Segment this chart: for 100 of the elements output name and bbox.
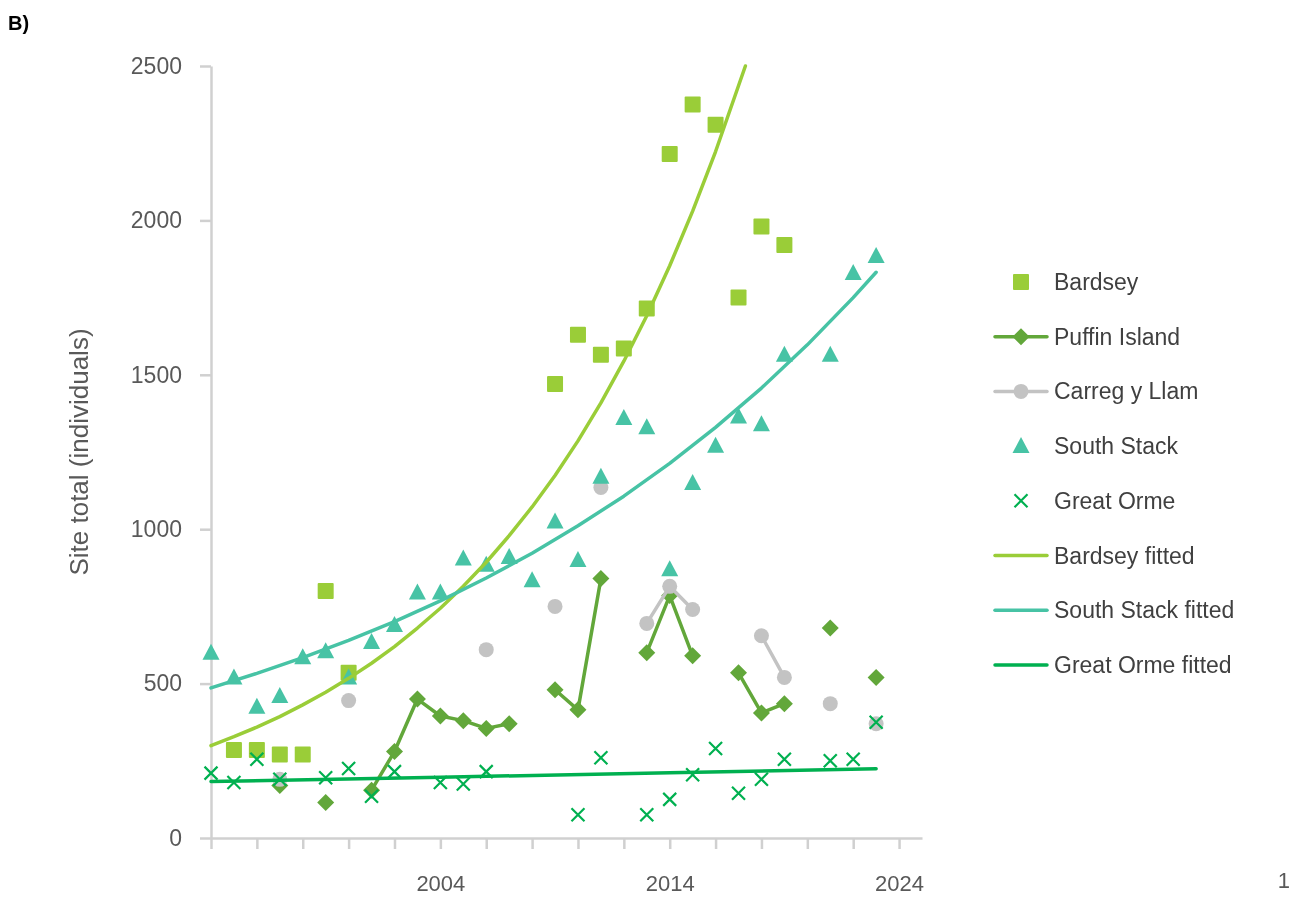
point bbox=[684, 647, 702, 665]
point bbox=[569, 701, 587, 719]
point bbox=[638, 644, 656, 662]
y-tick-label: 2000 bbox=[130, 207, 182, 234]
point bbox=[685, 767, 701, 783]
point bbox=[317, 793, 335, 811]
point bbox=[684, 96, 701, 113]
point bbox=[730, 407, 748, 424]
y-tick-label: 2500 bbox=[130, 52, 182, 79]
point bbox=[661, 560, 679, 577]
point bbox=[363, 788, 380, 804]
point bbox=[431, 707, 449, 725]
x-tick-label: 2014 bbox=[645, 870, 695, 896]
point bbox=[478, 764, 494, 780]
point bbox=[821, 619, 839, 637]
point bbox=[844, 263, 862, 280]
legend-label: Bardsey fitted bbox=[1054, 542, 1195, 569]
point bbox=[294, 746, 311, 763]
point bbox=[454, 712, 472, 730]
point bbox=[454, 549, 472, 566]
point bbox=[455, 776, 471, 792]
point bbox=[639, 807, 655, 823]
point bbox=[271, 746, 288, 763]
point bbox=[753, 628, 769, 644]
point bbox=[822, 696, 838, 712]
x-tick-label: 2004 bbox=[416, 870, 466, 896]
legend-label: Great Orme bbox=[1054, 487, 1176, 514]
point bbox=[341, 693, 357, 709]
point bbox=[478, 642, 494, 658]
point bbox=[546, 512, 564, 529]
point bbox=[867, 668, 885, 686]
point bbox=[432, 774, 448, 791]
point bbox=[477, 719, 495, 737]
point bbox=[592, 570, 610, 588]
point bbox=[408, 583, 426, 600]
point bbox=[661, 146, 678, 163]
point bbox=[775, 695, 793, 713]
point bbox=[318, 770, 334, 786]
point bbox=[341, 760, 357, 777]
text: B) bbox=[8, 12, 30, 34]
point bbox=[271, 686, 289, 703]
point bbox=[730, 664, 748, 682]
legend-label: South Stack fitted bbox=[1054, 597, 1235, 624]
point bbox=[592, 346, 609, 363]
point bbox=[202, 643, 220, 660]
legend-label: Puffin Island bbox=[1054, 323, 1181, 350]
point bbox=[845, 751, 861, 767]
text: 1 bbox=[1277, 868, 1290, 893]
point bbox=[752, 415, 770, 432]
point bbox=[822, 753, 838, 769]
point bbox=[685, 601, 701, 617]
point bbox=[248, 697, 266, 714]
point bbox=[775, 345, 793, 362]
point bbox=[753, 218, 770, 235]
legend-label: South Stack bbox=[1054, 433, 1179, 460]
point bbox=[249, 751, 265, 767]
y-tick-label: 500 bbox=[143, 670, 182, 697]
point bbox=[867, 246, 885, 263]
point bbox=[225, 741, 242, 758]
legend-label: Bardsey bbox=[1054, 269, 1139, 295]
point bbox=[752, 704, 770, 722]
point bbox=[547, 376, 564, 393]
point bbox=[730, 785, 747, 801]
point bbox=[546, 681, 564, 699]
point bbox=[662, 578, 678, 594]
point bbox=[570, 807, 586, 823]
point bbox=[547, 598, 563, 614]
legend-label: Great Orme fitted bbox=[1054, 651, 1232, 678]
point bbox=[707, 740, 724, 757]
point bbox=[592, 467, 610, 484]
line-series bbox=[209, 270, 878, 690]
point bbox=[317, 582, 334, 599]
point bbox=[385, 743, 403, 761]
y-axis-title: Site total (individuals) bbox=[64, 328, 94, 576]
legend-label: Carreg y Llam bbox=[1054, 378, 1199, 405]
point bbox=[500, 715, 518, 733]
point bbox=[226, 774, 242, 791]
point bbox=[776, 751, 792, 767]
y-tick-label: 1000 bbox=[130, 516, 182, 543]
point bbox=[753, 771, 770, 787]
point bbox=[569, 326, 586, 343]
point bbox=[776, 669, 792, 685]
point bbox=[776, 237, 793, 254]
point bbox=[615, 409, 633, 426]
point bbox=[821, 345, 839, 362]
x-tick-label: 2024 bbox=[875, 870, 925, 896]
point bbox=[662, 791, 678, 807]
point bbox=[638, 418, 656, 435]
y-tick-label: 0 bbox=[169, 824, 182, 851]
point bbox=[707, 436, 725, 453]
point bbox=[408, 690, 426, 708]
point bbox=[707, 116, 724, 133]
point bbox=[203, 765, 219, 781]
point bbox=[523, 571, 541, 588]
point bbox=[639, 615, 655, 631]
point bbox=[730, 289, 747, 306]
point bbox=[593, 750, 609, 766]
y-tick-label: 1500 bbox=[130, 361, 182, 388]
point bbox=[363, 632, 381, 649]
point bbox=[569, 551, 587, 568]
